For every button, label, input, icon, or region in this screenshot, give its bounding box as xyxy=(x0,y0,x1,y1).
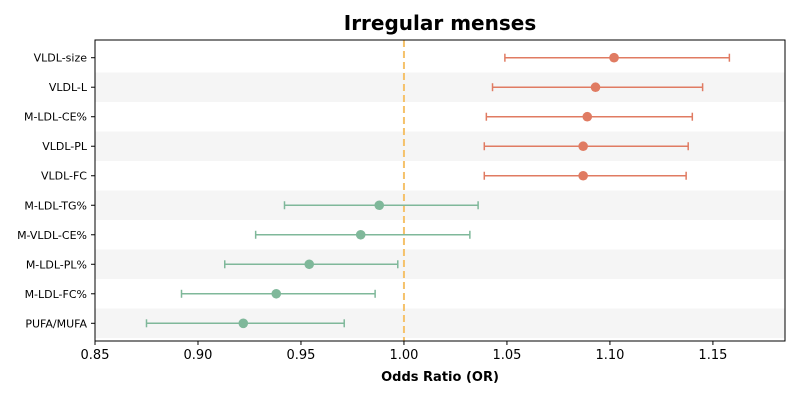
data-marks xyxy=(145,52,731,329)
x-axis-label: Odds Ratio (OR) xyxy=(381,370,499,385)
or-point xyxy=(609,52,619,63)
data-row xyxy=(483,141,689,152)
plot-frame xyxy=(94,39,786,342)
chart-title: Irregular menses xyxy=(344,11,536,35)
y-tick-label: VLDL-PL xyxy=(42,140,88,153)
or-point xyxy=(355,229,366,240)
y-tick-label: VLDL-FC xyxy=(41,170,87,183)
y-tick-label: M-LDL-CE% xyxy=(24,111,87,124)
data-row xyxy=(485,111,694,122)
y-axis: VLDL-size VLDL-L M-LDL-CE% VLDL-PL VLDL-FC M-… xyxy=(17,52,95,330)
y-tick-label: M-LDL-PL% xyxy=(26,258,87,271)
or-point xyxy=(304,259,315,270)
y-tick-label: M-LDL-FC% xyxy=(25,288,87,301)
or-point xyxy=(374,200,385,211)
x-tick-label: 0.95 xyxy=(286,348,315,363)
data-row xyxy=(180,288,376,299)
data-row xyxy=(491,82,704,93)
or-point xyxy=(582,111,593,122)
y-tick-label: VLDL-L xyxy=(49,81,88,94)
x-tick-label: 1.15 xyxy=(698,348,727,363)
x-tick-label: 0.85 xyxy=(81,348,110,363)
data-row xyxy=(224,259,399,270)
or-point xyxy=(590,82,601,93)
y-tick-label: M-VLDL-CE% xyxy=(17,229,87,242)
x-axis: 0.85 0.90 0.95 1.00 1.05 1.10 1.15 xyxy=(81,341,727,363)
x-tick-label: 1.00 xyxy=(389,348,418,363)
x-tick-label: 1.10 xyxy=(595,348,624,363)
or-point xyxy=(238,318,249,329)
y-tick-label: M-LDL-TG% xyxy=(24,199,87,212)
data-row xyxy=(254,229,471,240)
data-row xyxy=(483,170,687,181)
y-tick-label: VLDL-size xyxy=(34,52,88,65)
x-tick-label: 0.90 xyxy=(184,348,213,363)
y-tick-label: PUFA/MUFA xyxy=(25,317,87,330)
row-band xyxy=(95,249,785,280)
x-tick-label: 1.05 xyxy=(492,348,521,363)
or-point xyxy=(578,170,588,181)
or-point xyxy=(271,288,282,299)
data-row xyxy=(145,318,345,329)
or-point xyxy=(578,141,588,152)
data-row xyxy=(283,200,479,211)
data-row xyxy=(504,52,731,63)
